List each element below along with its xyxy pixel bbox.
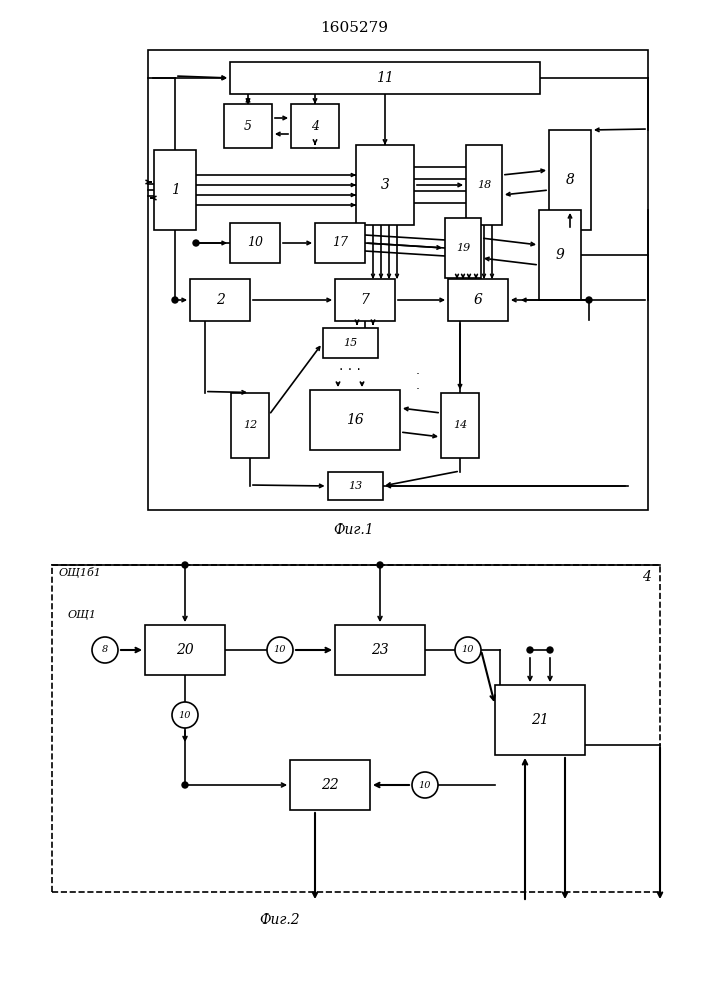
Circle shape (182, 782, 188, 788)
Text: 2: 2 (216, 293, 224, 307)
Bar (495, 685, 585, 755)
Bar (466, 145, 502, 225)
Bar (445, 218, 481, 278)
Bar (224, 104, 272, 148)
Bar (154, 150, 196, 230)
Text: ОЩ1: ОЩ1 (67, 610, 96, 620)
Text: 1605279: 1605279 (320, 21, 388, 35)
Text: 20: 20 (176, 643, 194, 657)
Circle shape (172, 702, 198, 728)
Text: 4: 4 (641, 570, 650, 584)
Text: 18: 18 (477, 180, 491, 190)
Text: 14: 14 (453, 420, 467, 430)
Text: 15: 15 (343, 338, 357, 348)
Circle shape (586, 297, 592, 303)
Bar (148, 50, 648, 510)
Text: 10: 10 (274, 646, 286, 654)
Circle shape (377, 562, 383, 568)
Bar (441, 392, 479, 458)
Bar (335, 625, 425, 675)
Text: 8: 8 (102, 646, 108, 654)
Text: 10: 10 (419, 780, 431, 790)
Text: 4: 4 (311, 119, 319, 132)
Bar (230, 62, 540, 94)
Text: 16: 16 (346, 413, 364, 427)
Circle shape (182, 562, 188, 568)
Circle shape (455, 637, 481, 663)
Bar (231, 392, 269, 458)
Bar (448, 279, 508, 321)
Bar (549, 130, 591, 230)
Bar (52, 565, 660, 892)
Text: ОЩ1б1: ОЩ1б1 (59, 568, 101, 578)
Circle shape (267, 637, 293, 663)
Text: Фиг.1: Фиг.1 (334, 523, 374, 537)
Circle shape (193, 240, 199, 246)
Bar (315, 223, 365, 263)
Text: 13: 13 (348, 481, 362, 491)
Bar (356, 145, 414, 225)
Text: ·
·: · · (416, 368, 420, 396)
Text: 8: 8 (566, 173, 574, 187)
Bar (230, 223, 280, 263)
Text: 11: 11 (376, 71, 394, 85)
Bar (145, 625, 225, 675)
Text: Фиг.2: Фиг.2 (259, 913, 300, 927)
Text: 6: 6 (474, 293, 482, 307)
Text: 12: 12 (243, 420, 257, 430)
Text: 3: 3 (380, 178, 390, 192)
Bar (327, 472, 382, 500)
Bar (190, 279, 250, 321)
Circle shape (412, 772, 438, 798)
Text: 10: 10 (247, 236, 263, 249)
Text: 22: 22 (321, 778, 339, 792)
Text: 5: 5 (244, 119, 252, 132)
Circle shape (547, 647, 553, 653)
Bar (290, 760, 370, 810)
Text: · · ·: · · · (339, 363, 361, 377)
Bar (322, 328, 378, 358)
Bar (539, 210, 581, 300)
Circle shape (92, 637, 118, 663)
Text: 19: 19 (456, 243, 470, 253)
Text: 10: 10 (462, 646, 474, 654)
Text: 9: 9 (556, 248, 564, 262)
Text: 17: 17 (332, 236, 348, 249)
Bar (291, 104, 339, 148)
Text: 1: 1 (170, 183, 180, 197)
Text: 23: 23 (371, 643, 389, 657)
Bar (310, 390, 400, 450)
Circle shape (527, 647, 533, 653)
Bar (335, 279, 395, 321)
Text: 7: 7 (361, 293, 370, 307)
Text: 10: 10 (179, 710, 192, 720)
Text: 21: 21 (531, 713, 549, 727)
Circle shape (172, 297, 178, 303)
